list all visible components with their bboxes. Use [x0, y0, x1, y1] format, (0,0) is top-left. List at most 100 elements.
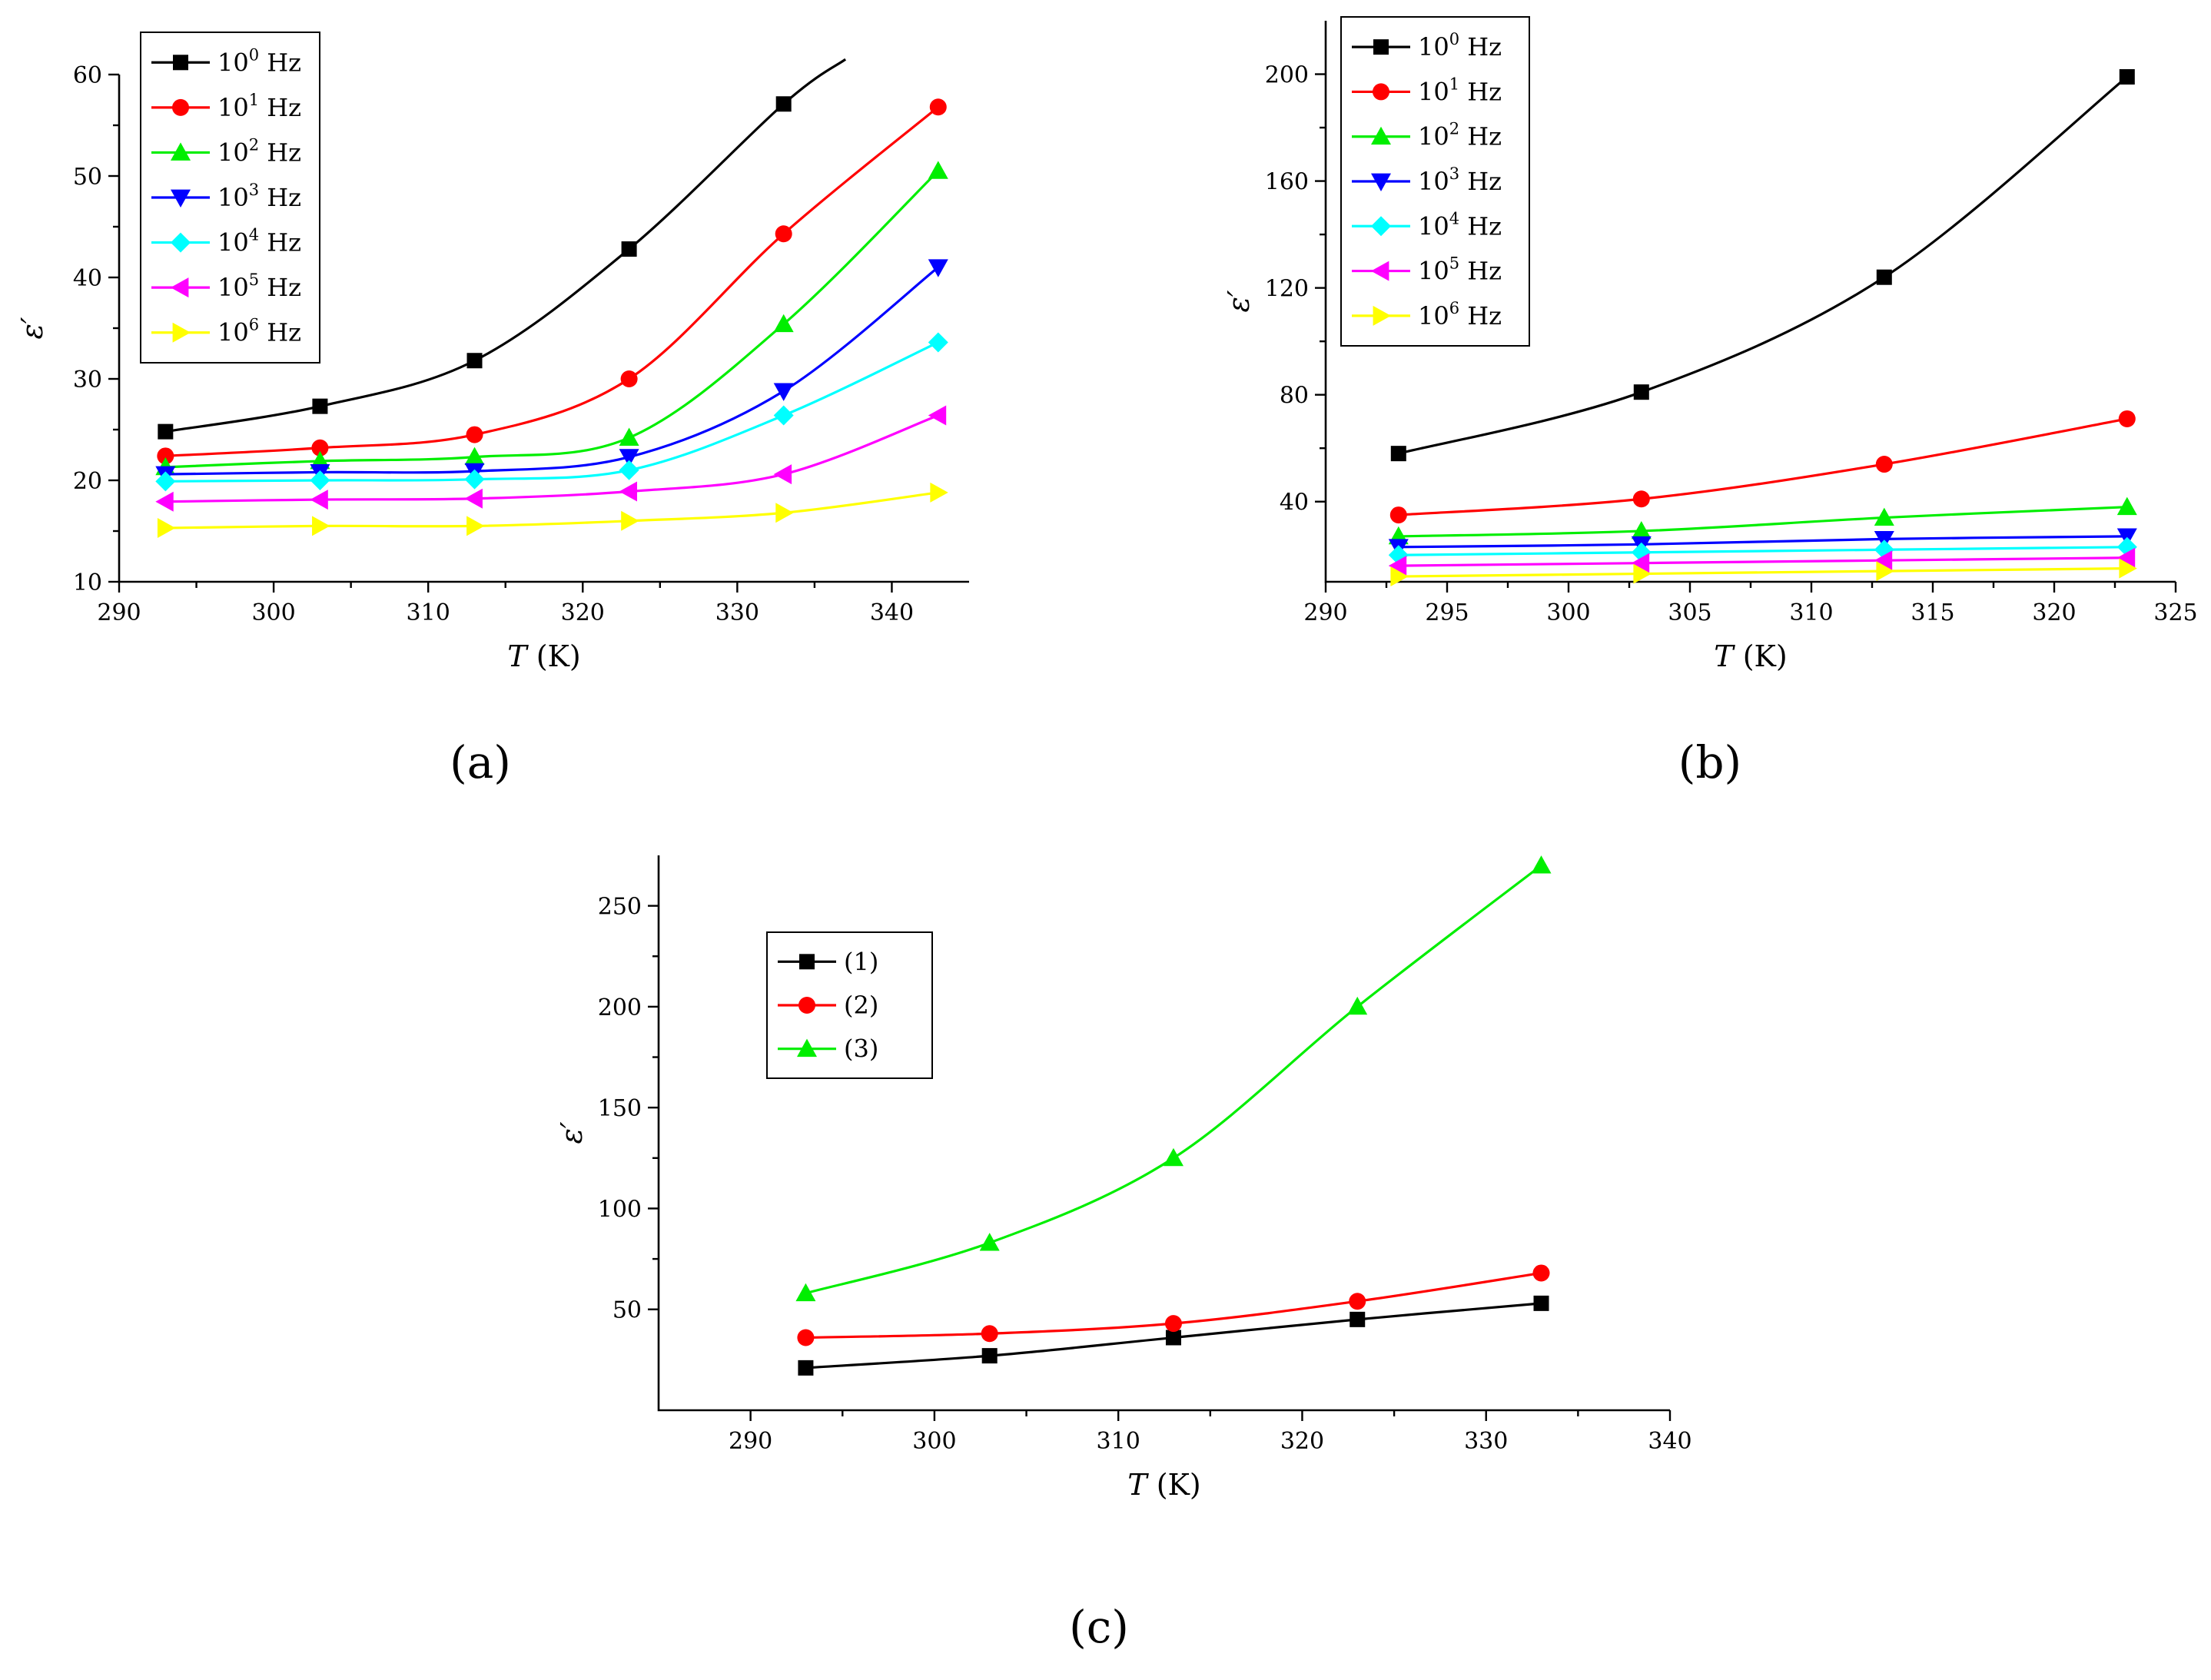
- data-point: [2118, 410, 2136, 427]
- legend-swatch-marker: [171, 142, 191, 161]
- legend-item: 103 Hz: [1352, 164, 1502, 196]
- data-point: [619, 449, 639, 467]
- legend-label-base: (1): [844, 947, 878, 976]
- data-point: [620, 370, 638, 387]
- legend-label-base: (3): [844, 1034, 878, 1064]
- y-tick-label: 160: [1265, 169, 1309, 196]
- legend-item: 100 Hz: [151, 45, 301, 77]
- x-tick-label: 290: [97, 599, 141, 626]
- data-point: [158, 423, 174, 440]
- legend-label-exponent: 5: [249, 271, 259, 289]
- data-point: [310, 490, 328, 510]
- x-tick-label: 325: [2153, 599, 2197, 626]
- legend-label: 100 Hz: [1418, 30, 1502, 61]
- data-point: [157, 447, 174, 465]
- x-tick-label: 320: [1280, 1428, 1324, 1455]
- legend-label-base: 10: [1418, 122, 1449, 151]
- x-tick-label: 330: [715, 599, 759, 626]
- legend-label-base: (2): [844, 991, 878, 1020]
- panel-label: (b): [1678, 736, 1741, 789]
- legend-label: 105 Hz: [217, 271, 301, 302]
- legend-label: 100 Hz: [217, 45, 301, 77]
- data-point: [1388, 556, 1407, 576]
- legend-item: (3): [778, 1034, 878, 1064]
- legend-swatch-marker: [172, 98, 189, 116]
- x-tick-label: 290: [729, 1428, 772, 1455]
- legend-label-base: 10: [1418, 167, 1449, 196]
- x-axis-title: T (K): [1714, 639, 1787, 673]
- data-point: [773, 405, 794, 426]
- x-tick-label: 300: [251, 599, 295, 626]
- legend-label: 101 Hz: [1418, 75, 1502, 106]
- data-point: [1875, 456, 1893, 473]
- data-point: [2116, 496, 2137, 516]
- data-point: [466, 516, 485, 536]
- legend-label-exponent: 1: [1449, 75, 1459, 93]
- series-line: [1398, 75, 2128, 455]
- data-point: [2119, 69, 2135, 85]
- series-6: [1388, 547, 2136, 576]
- legend-swatch-marker: [1371, 126, 1391, 145]
- legend-label-exponent: 2: [1449, 120, 1459, 138]
- x-axis-unit: (K): [527, 639, 581, 673]
- data-point: [1349, 1293, 1366, 1310]
- data-point: [930, 482, 948, 503]
- series-3: [795, 855, 1552, 1302]
- legend-swatch-marker: [1371, 261, 1389, 281]
- legend-label-base: 10: [1418, 77, 1449, 106]
- legend-label-base: 10: [217, 48, 249, 77]
- x-tick-label: 330: [1464, 1428, 1508, 1455]
- axes-frame: [657, 855, 1670, 1412]
- data-point: [1633, 384, 1649, 400]
- legend-label: 106 Hz: [217, 316, 301, 347]
- legend-item: 102 Hz: [1352, 120, 1502, 151]
- data-point: [1390, 566, 1409, 587]
- data-point: [775, 225, 792, 243]
- legend-swatch-marker: [799, 954, 815, 970]
- legend-label-exponent: 4: [1449, 209, 1459, 227]
- x-axis-unit: (K): [1147, 1468, 1201, 1502]
- series-5: [155, 332, 948, 492]
- legend-item: 102 Hz: [151, 135, 301, 167]
- x-tick-label: 340: [1648, 1428, 1691, 1455]
- legend-label-base: 10: [1418, 301, 1449, 330]
- legend-item: (1): [778, 947, 878, 976]
- x-tick-label: 295: [1425, 599, 1469, 626]
- legend-label-base: 10: [217, 273, 249, 302]
- legend-swatch-marker: [1371, 173, 1391, 191]
- legend-label-unit: Hz: [259, 228, 301, 257]
- y-tick-label: 100: [598, 1196, 642, 1223]
- legend-label: 104 Hz: [217, 226, 301, 257]
- series-line: [1398, 567, 2127, 578]
- data-point: [773, 314, 794, 333]
- y-tick-label: 50: [613, 1297, 642, 1324]
- data-point: [155, 471, 176, 492]
- series-line: [165, 491, 938, 530]
- panel-label: (a): [450, 736, 511, 789]
- legend-label: 104 Hz: [1418, 209, 1502, 241]
- legend-label-exponent: 3: [1449, 164, 1459, 183]
- x-tick-label: 305: [1668, 599, 1711, 626]
- legend: (1) (2) (3): [766, 931, 933, 1079]
- legend-label-unit: Hz: [1459, 301, 1502, 330]
- data-point: [1165, 1330, 1181, 1346]
- series-line: [1398, 535, 2127, 549]
- y-tick-label: 40: [73, 265, 102, 292]
- legend-label-base: 10: [217, 228, 249, 257]
- data-point: [1631, 520, 1652, 540]
- data-point: [619, 460, 639, 480]
- data-point: [155, 491, 174, 512]
- data-point: [619, 427, 639, 446]
- legend-label-unit: Hz: [259, 138, 301, 167]
- y-tick-label: 20: [73, 468, 102, 495]
- series-6: [155, 405, 947, 512]
- data-point: [466, 426, 483, 443]
- data-point: [929, 98, 947, 116]
- legend-label-base: 10: [217, 318, 249, 347]
- legend-swatch-marker: [172, 322, 191, 343]
- x-tick-label: 320: [2032, 599, 2076, 626]
- legend-item: 103 Hz: [151, 181, 301, 212]
- data-point: [928, 161, 948, 179]
